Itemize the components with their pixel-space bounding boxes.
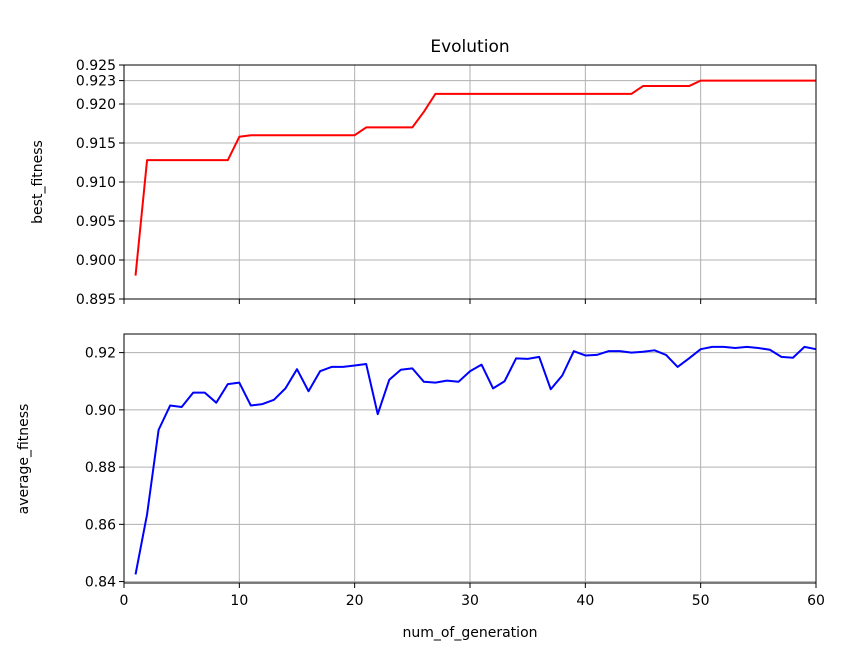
best-fitness-y-tick-label: 0.910	[76, 175, 116, 191]
x-tick-label: 30	[461, 593, 479, 609]
best-fitness-y-axis-label: best_fitness	[30, 140, 46, 224]
average-fitness-subplot: 0 10 20 30 40 50 60 0.84 0.86 0.88 0.90 0.92 num_of…	[16, 333, 825, 641]
x-tick-label: 40	[576, 593, 594, 609]
x-tick-label: 20	[346, 593, 364, 609]
chart-title: Evolution	[430, 37, 509, 57]
average-fitness-y-tick-label: 0.84	[85, 575, 116, 591]
average-fitness-y-tick-label: 0.86	[85, 517, 116, 533]
x-tick-label: 0	[120, 593, 129, 609]
average-fitness-ticks: 0 10 20 30 40 50 60 0.84 0.86 0.88 0.90 0.92	[85, 346, 825, 609]
best-fitness-y-tick-label: 0.923	[76, 74, 116, 90]
best-fitness-y-tick-label: 0.895	[76, 292, 116, 308]
average-fitness-series-line	[134, 345, 817, 575]
x-tick-label: 50	[692, 593, 710, 609]
average-fitness-grid	[123, 334, 817, 583]
average-fitness-y-tick-label: 0.92	[85, 346, 116, 362]
x-axis-label: num_of_generation	[402, 625, 537, 641]
best-fitness-series-line	[134, 79, 816, 276]
best-fitness-y-tick-label: 0.915	[76, 136, 116, 152]
best-fitness-y-tick-label: 0.925	[76, 58, 116, 74]
best-fitness-series-group	[134, 79, 816, 276]
best-fitness-y-tick-label: 0.900	[76, 253, 116, 269]
average-fitness-y-tick-label: 0.88	[85, 460, 116, 476]
x-tick-label: 10	[230, 593, 248, 609]
average-fitness-y-tick-label: 0.90	[85, 403, 116, 419]
best-fitness-y-tick-label: 0.920	[76, 97, 116, 113]
x-tick-label: 60	[807, 593, 825, 609]
average-fitness-series-group	[134, 345, 817, 575]
best-fitness-y-tick-label: 0.905	[76, 214, 116, 230]
average-fitness-y-axis-label: average_fitness	[16, 404, 32, 515]
best-fitness-subplot: 0.895 0.900 0.905 0.910 0.915 0.920 0.9230.925…	[30, 37, 817, 308]
